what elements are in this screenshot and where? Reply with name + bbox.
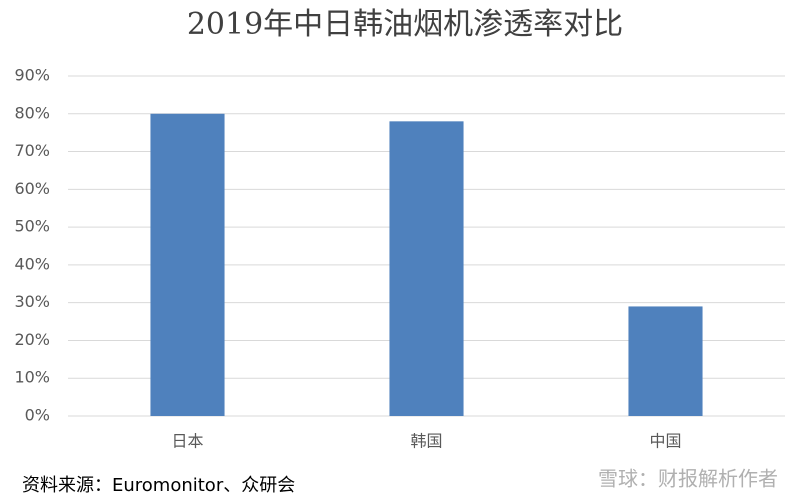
x-tick-label: 日本: [171, 432, 203, 451]
x-tick-label: 中国: [649, 432, 681, 451]
bar: [150, 113, 225, 417]
y-tick-label: 90%: [14, 66, 50, 85]
y-tick-label: 30%: [14, 292, 50, 311]
y-tick-label: 20%: [14, 330, 50, 349]
y-tick-label: 60%: [14, 179, 50, 198]
source-note: 资料来源：Euromonitor、众研会: [22, 475, 295, 496]
watermark: 雪球：财报解析作者: [598, 467, 778, 491]
y-tick-label: 10%: [14, 368, 50, 387]
y-tick-label: 50%: [14, 217, 50, 236]
y-tick-label: 80%: [14, 103, 50, 122]
chart-title: 2019年中日韩油烟机渗透率对比: [187, 7, 623, 42]
bar: [628, 306, 703, 416]
y-tick-label: 40%: [14, 254, 50, 273]
bar: [389, 121, 464, 416]
x-tick-label: 韩国: [410, 432, 442, 451]
y-tick-label: 0%: [25, 406, 50, 425]
y-tick-label: 70%: [14, 141, 50, 160]
